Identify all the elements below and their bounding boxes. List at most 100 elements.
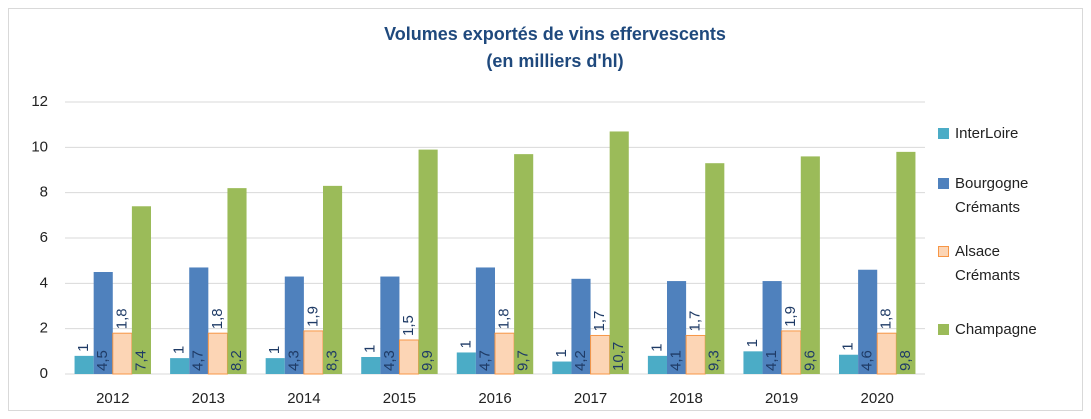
bar (743, 351, 763, 374)
data-label: 1,8 (113, 308, 130, 329)
bar (781, 330, 802, 375)
y-tick-label: 6 (40, 229, 48, 246)
y-tick-label: 12 (31, 93, 48, 110)
data-label: 1 (362, 345, 379, 353)
data-label: 4,1 (763, 350, 780, 371)
chart-title: Volumes exportés de vins effervescents (384, 24, 726, 44)
y-tick-label: 0 (40, 365, 48, 382)
bar (227, 188, 247, 374)
x-tick-label: 2016 (478, 390, 511, 407)
legend-item: Champagne (938, 318, 1047, 342)
x-tick-label: 2020 (861, 390, 894, 407)
data-label: 4,3 (381, 350, 398, 371)
legend-label: Champagne (955, 321, 1037, 338)
data-label: 1 (840, 342, 857, 350)
bar (284, 276, 304, 374)
data-label: 4,7 (190, 350, 207, 371)
data-label: 1,7 (687, 311, 704, 332)
data-label: 1 (266, 346, 283, 354)
bar (475, 267, 495, 374)
legend-item: Alsace Crémants (938, 240, 1047, 288)
bar (398, 339, 420, 375)
data-label: 8,3 (324, 350, 341, 371)
y-tick-label: 2 (40, 320, 48, 337)
y-tick-label: 8 (40, 184, 48, 201)
data-label: 1,9 (304, 306, 321, 327)
bar (112, 332, 133, 375)
bar (189, 267, 209, 374)
x-tick-label: 2013 (192, 390, 225, 407)
x-tick-label: 2014 (287, 390, 320, 407)
data-label: 4,5 (94, 350, 111, 371)
data-label: 1 (75, 344, 92, 352)
data-label: 9,7 (515, 350, 532, 371)
data-label: 9,6 (801, 350, 818, 371)
bar (839, 354, 859, 374)
legend-item: InterLoire (938, 122, 1047, 146)
y-tick-label: 4 (40, 274, 48, 291)
bar (170, 358, 190, 374)
bar (762, 281, 782, 374)
y-tick-label: 10 (31, 138, 48, 155)
bar (74, 355, 94, 374)
data-label: 1 (744, 339, 761, 347)
data-label: 1 (171, 346, 188, 354)
bar (800, 156, 820, 374)
legend-swatch (938, 324, 949, 335)
x-tick-label: 2019 (765, 390, 798, 407)
chart-subtitle: (en milliers d'hl) (486, 51, 623, 71)
bar (380, 276, 400, 374)
data-label: 9,8 (897, 350, 914, 371)
data-label: 4,6 (859, 350, 876, 371)
legend-swatch (938, 246, 949, 257)
x-tick-label: 2018 (669, 390, 702, 407)
data-label: 4,1 (668, 350, 685, 371)
bar (361, 357, 381, 374)
bar (552, 361, 572, 374)
bar (131, 206, 151, 374)
bar (858, 269, 878, 374)
legend-label: InterLoire (955, 125, 1019, 142)
bar (590, 334, 611, 375)
x-tick-label: 2017 (574, 390, 607, 407)
x-tick-label: 2012 (96, 390, 129, 407)
bar (265, 358, 285, 374)
data-label: 4,7 (476, 350, 493, 371)
bar (685, 334, 706, 375)
data-label: 9,9 (419, 350, 436, 371)
bar (93, 272, 113, 374)
legend-item: Bourgogne Crémants (938, 172, 1047, 220)
legend-label: Alsace Crémants (955, 243, 1021, 284)
data-label: 1,8 (878, 308, 895, 329)
bar (418, 149, 438, 374)
bar (303, 330, 324, 375)
bar (571, 278, 591, 374)
bar (514, 154, 534, 374)
data-label: 9,3 (706, 350, 723, 371)
bar (207, 332, 228, 375)
data-label: 1,8 (496, 308, 513, 329)
data-label: 7,4 (132, 350, 149, 371)
legend-swatch (938, 128, 949, 139)
data-label: 1 (648, 344, 665, 352)
bar (876, 332, 897, 375)
data-label: 4,3 (285, 350, 302, 371)
bar (456, 352, 476, 374)
bar (609, 131, 629, 374)
data-label: 1,9 (782, 306, 799, 327)
bar (323, 185, 343, 374)
x-tick-label: 2015 (383, 390, 416, 407)
data-label: 1,5 (400, 315, 417, 336)
bar (896, 151, 916, 374)
legend-label: Bourgogne Crémants (955, 175, 1029, 216)
bar (494, 332, 515, 375)
legend-swatch (938, 178, 949, 189)
data-label: 10,7 (610, 342, 627, 371)
bar (647, 355, 667, 374)
data-label: 1,7 (591, 311, 608, 332)
bar (705, 163, 725, 374)
data-label: 1 (553, 349, 570, 357)
data-label: 8,2 (228, 350, 245, 371)
